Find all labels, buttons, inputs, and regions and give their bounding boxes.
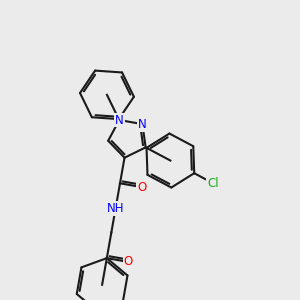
Text: NH: NH (107, 202, 124, 215)
Text: O: O (137, 181, 146, 194)
Text: N: N (115, 113, 124, 127)
Text: Cl: Cl (207, 177, 219, 190)
Text: O: O (124, 256, 133, 268)
Text: N: N (138, 118, 147, 130)
